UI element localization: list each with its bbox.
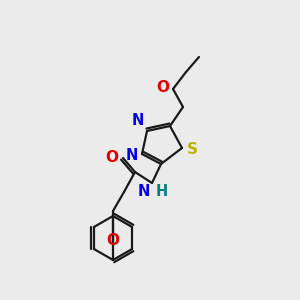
Text: H: H bbox=[156, 184, 168, 199]
Text: S: S bbox=[187, 142, 198, 157]
Text: O: O bbox=[106, 233, 119, 248]
Text: O: O bbox=[105, 149, 118, 164]
Text: N: N bbox=[138, 184, 150, 199]
Text: N: N bbox=[132, 113, 144, 128]
Text: N: N bbox=[126, 148, 138, 163]
Text: O: O bbox=[156, 80, 169, 95]
